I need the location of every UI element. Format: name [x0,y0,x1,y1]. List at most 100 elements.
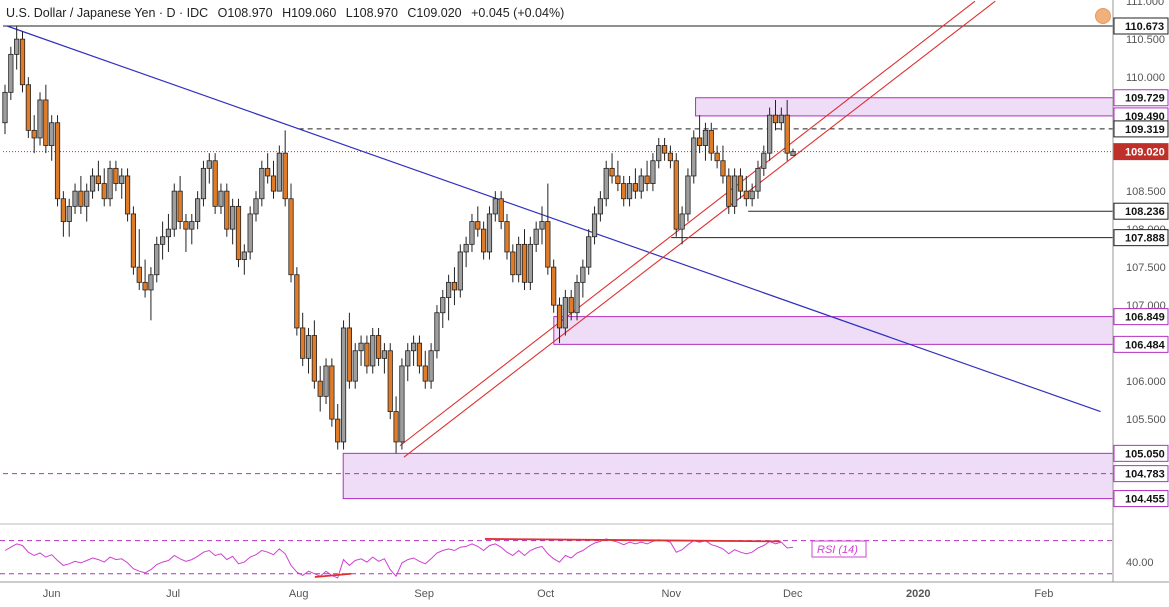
candle [335,403,341,450]
candle [346,312,352,389]
candle [516,236,522,283]
candle [521,229,528,290]
level-price-label-box [1113,444,1169,462]
candle [720,145,726,184]
time-tick-label: Jun [43,588,61,600]
candle-body [317,380,323,397]
zones-layer [342,97,1114,500]
candle-body [463,243,469,253]
level-price-label-box [1113,490,1169,508]
candle [14,26,20,70]
rsi-divergence-line [314,572,352,578]
candle-body [679,213,685,230]
candle-body [521,243,528,283]
candle [556,297,563,344]
candle-body [89,175,96,192]
candle-body [609,167,615,177]
candle [527,236,533,290]
candle-body [580,266,586,283]
candle [667,145,674,169]
candle [183,213,189,252]
high-value: H109.060 [282,6,337,20]
level-price-label-box [1113,17,1169,35]
lines-layer [3,0,1113,475]
candle [119,168,125,199]
candle [562,289,568,336]
time-tick-label: Feb [1034,588,1053,600]
candle-body [375,335,382,359]
candle [486,206,493,260]
candle [195,191,201,230]
candle-body [270,175,277,192]
candle [405,343,411,382]
candle-body [265,167,271,177]
level-price-label-box [1113,308,1169,326]
candle [49,115,55,161]
candle-body [732,175,738,207]
candle [644,160,650,192]
candle [603,160,609,207]
supply-demand-zone [553,316,1114,345]
level-price-label: 109.490 [1125,111,1165,123]
candle [609,153,615,184]
candle [311,320,317,389]
candle-body [183,221,189,230]
candle [387,343,393,420]
candle-body [142,281,148,291]
price-tick-label: 107.500 [1126,262,1166,274]
candle [440,289,446,328]
candle [340,320,347,450]
candle [177,175,183,230]
candle-body [767,114,773,154]
candle-body [31,129,37,139]
candle-body [697,137,703,146]
level-price-label-box [1113,120,1169,138]
candle [446,274,452,321]
candle [428,343,434,389]
candle-body [428,350,434,382]
candle [778,107,784,131]
candle [317,365,323,412]
candle-body [364,342,370,367]
candle-body [434,312,440,352]
candle-body [498,198,504,222]
candle [171,183,177,237]
candle-body [72,190,78,207]
close-value: C109.020 [407,6,462,20]
candle [679,206,685,245]
candle [37,92,43,146]
candle [732,168,738,214]
candle [743,175,749,207]
candle [84,183,90,222]
candle [691,130,697,184]
candle [265,153,271,184]
candle-body [720,160,726,177]
candle [533,221,539,252]
candle-body [195,198,201,222]
level-price-label: 108.236 [1125,206,1165,218]
candle-body [761,152,767,169]
settings-icon[interactable] [1095,8,1111,24]
time-tick-label: Nov [661,588,681,600]
level-price-label-box [1113,143,1169,161]
rsi-title: RSI (14) [817,544,858,556]
candle [329,358,335,427]
candle-body [37,99,43,139]
candle [632,168,639,199]
candle [772,99,779,131]
candle [370,327,376,374]
candle-body [440,297,446,314]
candle-body [148,274,154,291]
candle [580,259,586,298]
candle-body [25,84,31,131]
level-price-label-box [1113,89,1169,107]
candle [31,115,37,154]
candle-body [230,205,236,230]
candle-body [568,297,574,314]
candle-body [492,198,498,215]
candle [621,175,627,207]
candle [422,350,428,389]
candle [650,153,656,192]
